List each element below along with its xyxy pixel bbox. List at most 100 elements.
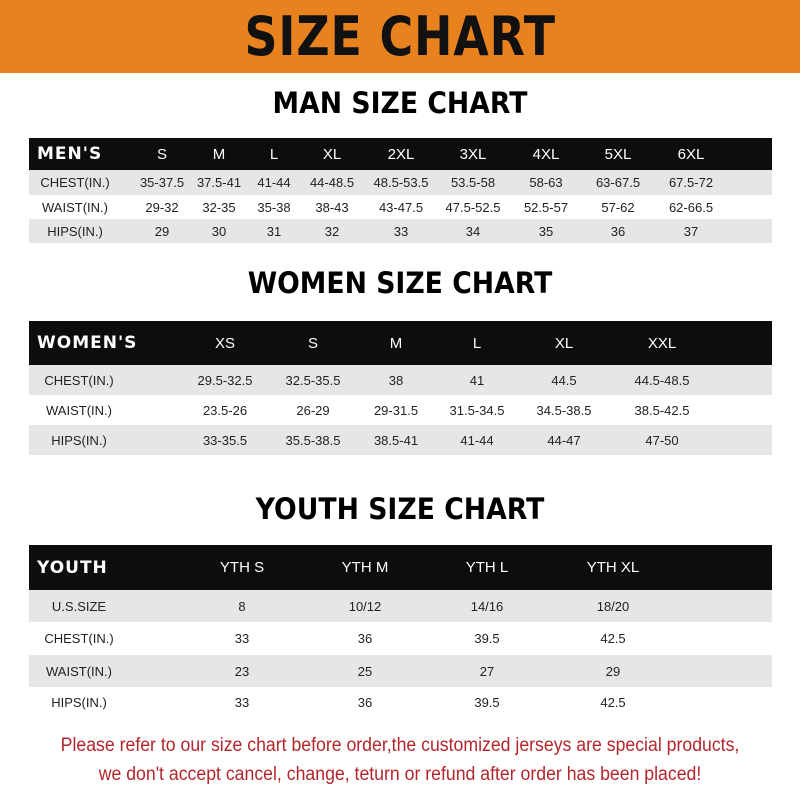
table-cell: 36: [357, 695, 373, 710]
table-cell: 37: [683, 223, 699, 239]
size-column-header: YTH L: [465, 559, 509, 576]
table-cell: 42.5: [600, 695, 626, 710]
size-column-header: 4XL: [532, 145, 560, 163]
men-header-row: MEN'S S M L XL 2XL 3XL 4XL 5XL 6XL: [29, 138, 772, 170]
table-cell: 33-35.5: [202, 432, 248, 448]
women-section-title: WOMEN SIZE CHART: [247, 266, 553, 300]
table-cell: 41-44: [257, 175, 291, 190]
table-cell: 32.5-35.5: [285, 372, 341, 388]
table-cell: 58-63: [529, 175, 563, 190]
size-column-header: YTH XL: [586, 559, 640, 576]
table-cell: 35-38: [257, 199, 291, 215]
table-cell: 36: [357, 631, 373, 646]
table-cell: 38.5-42.5: [634, 402, 690, 418]
table-cell: 35: [538, 223, 554, 239]
table-cell: 29.5-32.5: [197, 372, 253, 388]
table-cell: 10/12: [348, 598, 382, 614]
table-cell: 31.5-34.5: [449, 402, 505, 418]
table-cell: 47-50: [645, 432, 679, 448]
table-cell: 32-35: [202, 199, 236, 215]
table-cell: 48.5-53.5: [373, 175, 429, 190]
size-column-header: YTH M: [341, 559, 389, 576]
youth-section-title: YOUTH SIZE CHART: [255, 492, 545, 526]
size-chart-banner: SIZE CHART: [0, 0, 800, 73]
table-cell: 31: [266, 223, 282, 239]
size-column-header: L: [472, 334, 482, 352]
row-label: HIPS(IN.): [51, 432, 107, 448]
row-label: CHEST(IN.): [44, 631, 114, 646]
table-cell: 44.5-48.5: [634, 372, 690, 388]
row-label: HIPS(IN.): [47, 223, 103, 239]
table-cell: 38: [388, 372, 404, 388]
men-section-title: MAN SIZE CHART: [272, 86, 528, 120]
table-row: CHEST(IN.) 35-37.5 37.5-41 41-44 44-48.5 48.5…: [29, 170, 772, 195]
table-row: HIPS(IN.) 29 30 31 32 33 34 35 36 37: [29, 219, 772, 243]
table-row: HIPS(IN.) 33-35.5 35.5-38.5 38.5-41 41-44 44-…: [29, 425, 772, 455]
table-cell: 35.5-38.5: [285, 432, 341, 448]
table-title-cell: WOMEN'S: [37, 333, 138, 353]
row-label: HIPS(IN.): [51, 695, 107, 710]
table-row: WAIST(IN.) 29-32 32-35 35-38 38-43 43-47.5 47.…: [29, 195, 772, 219]
table-cell: 44-48.5: [309, 175, 355, 190]
row-label: CHEST(IN.): [44, 372, 114, 388]
size-column-header: S: [156, 145, 168, 163]
table-cell: 23: [234, 663, 250, 679]
table-cell: 34: [465, 223, 481, 239]
table-cell: 47.5-52.5: [445, 199, 501, 215]
table-cell: 43-47.5: [378, 199, 424, 215]
size-column-header: YTH S: [219, 559, 265, 576]
table-cell: 62-66.5: [668, 199, 714, 215]
women-header-row: WOMEN'S XS S M L XL XXL: [29, 321, 772, 365]
table-cell: 52.5-57: [523, 199, 569, 215]
table-cell: 23.5-26: [202, 402, 248, 418]
table-row: WAIST(IN.) 23.5-26 26-29 29-31.5 31.5-34.5 34…: [29, 395, 772, 425]
size-column-header: XL: [322, 145, 342, 163]
table-cell: 33: [393, 223, 409, 239]
size-column-header: M: [212, 145, 226, 163]
youth-header-row: YOUTH YTH S YTH M YTH L YTH XL: [29, 545, 772, 590]
notice-line-1: Please refer to our size chart before or…: [60, 735, 740, 756]
size-column-header: 2XL: [387, 145, 415, 163]
table-cell: 30: [211, 223, 227, 239]
table-title-cell: MEN'S: [37, 144, 103, 164]
table-row: CHEST(IN.) 33 36 39.5 42.5: [29, 622, 772, 655]
size-column-header: XL: [554, 334, 574, 352]
table-cell: 29: [605, 663, 621, 679]
size-column-header: L: [269, 145, 279, 163]
table-cell: 26-29: [296, 402, 330, 418]
table-cell: 41: [469, 372, 485, 388]
table-cell: 33: [234, 695, 250, 710]
table-cell: 57-62: [601, 199, 635, 215]
size-column-header: S: [307, 334, 319, 352]
notice-line-2: we don't accept cancel, change, teturn o…: [98, 764, 702, 785]
table-cell: 32: [324, 223, 340, 239]
table-cell: 44.5: [551, 372, 577, 388]
size-column-header: 5XL: [604, 145, 632, 163]
table-cell: 29-31.5: [373, 402, 419, 418]
table-cell: 38.5-41: [373, 432, 419, 448]
table-row: WAIST(IN.) 23 25 27 29: [29, 655, 772, 687]
table-cell: 41-44: [460, 432, 494, 448]
table-cell: 39.5: [474, 631, 500, 646]
size-column-header: XXL: [647, 334, 677, 352]
table-cell: 44-47: [547, 432, 581, 448]
table-cell: 25: [357, 663, 373, 679]
row-label: WAIST(IN.): [42, 199, 108, 215]
size-column-header: XS: [214, 334, 236, 352]
row-label: WAIST(IN.): [46, 402, 112, 418]
banner-title: SIZE CHART: [244, 5, 556, 68]
table-row: CHEST(IN.) 29.5-32.5 32.5-35.5 38 41 44.5 44.5…: [29, 365, 772, 395]
table-cell: 39.5: [474, 695, 500, 710]
table-cell: 18/20: [596, 598, 630, 614]
size-column-header: 6XL: [677, 145, 705, 163]
size-column-header: M: [389, 334, 403, 352]
row-label: U.S.SIZE: [51, 598, 107, 614]
table-row: U.S.SIZE 8 10/12 14/16 18/20: [29, 590, 772, 622]
table-cell: 37.5-41: [196, 175, 242, 190]
table-cell: 34.5-38.5: [536, 402, 592, 418]
table-title-cell: YOUTH: [37, 557, 108, 578]
table-cell: 36: [610, 223, 626, 239]
table-cell: 29-32: [145, 199, 179, 215]
table-cell: 53.5-58: [450, 175, 496, 190]
size-column-header: 3XL: [459, 145, 487, 163]
